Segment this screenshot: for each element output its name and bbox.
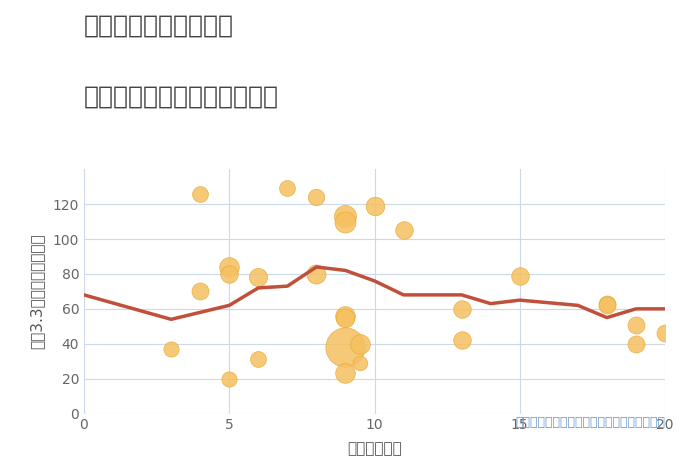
Point [340, 212, 351, 220]
Point [354, 359, 365, 367]
Point [340, 344, 351, 351]
Text: 駅距離別中古マンション価格: 駅距離別中古マンション価格 [84, 85, 279, 109]
Point [631, 321, 642, 329]
Point [631, 340, 642, 347]
Text: 愛知県豊橋市小浜町の: 愛知県豊橋市小浜町の [84, 14, 234, 38]
Point [195, 288, 206, 295]
Point [659, 329, 671, 337]
Point [165, 345, 176, 353]
Point [514, 272, 525, 280]
Point [281, 185, 293, 192]
Point [311, 193, 322, 201]
Point [601, 302, 612, 309]
Point [253, 356, 264, 363]
Point [601, 300, 612, 307]
Y-axis label: 坪（3.3㎡）単価（万円）: 坪（3.3㎡）単価（万円） [29, 234, 44, 349]
Point [340, 312, 351, 320]
Point [340, 314, 351, 321]
Point [224, 263, 235, 271]
Point [456, 305, 468, 313]
Text: 円の大きさは、取引のあった物件面積を示す: 円の大きさは、取引のあった物件面積を示す [515, 416, 665, 429]
Point [398, 227, 409, 234]
Point [340, 218, 351, 225]
Point [224, 375, 235, 383]
Point [195, 190, 206, 197]
Point [456, 337, 468, 344]
Point [224, 270, 235, 278]
Point [340, 370, 351, 377]
Point [253, 274, 264, 281]
Point [311, 270, 322, 278]
X-axis label: 駅距離（分）: 駅距離（分） [347, 441, 402, 456]
Point [369, 202, 380, 210]
Point [354, 340, 365, 347]
